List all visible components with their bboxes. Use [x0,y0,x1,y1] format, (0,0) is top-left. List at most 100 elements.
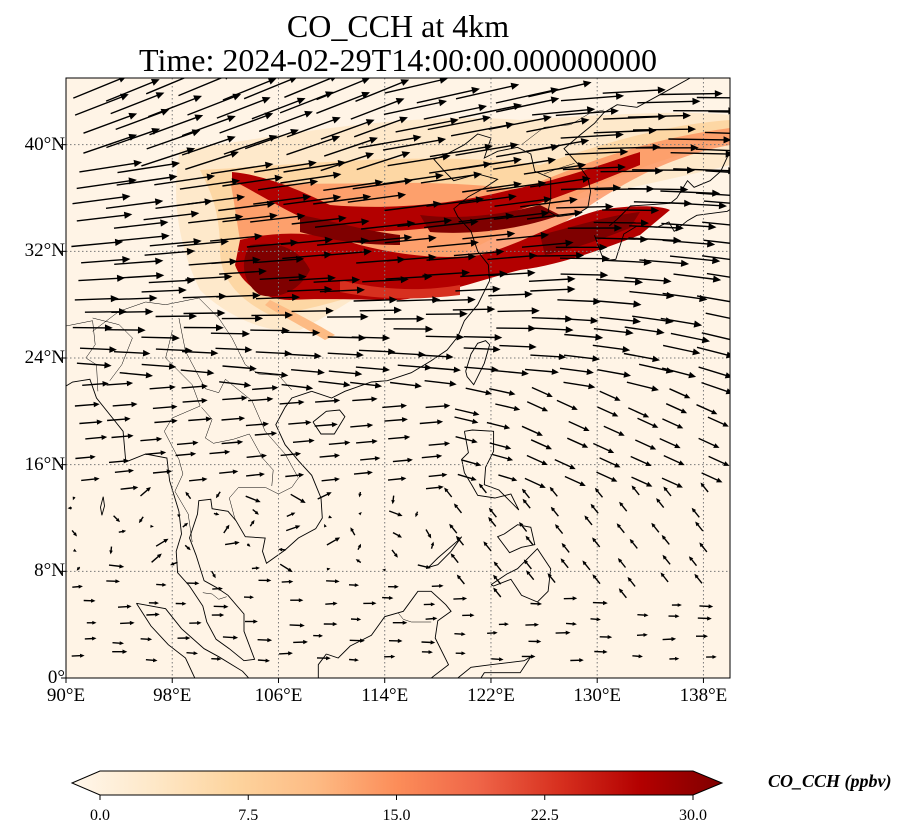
wind-arrow [314,422,338,428]
wind-arrow [144,248,196,256]
wind-arrow [185,151,239,170]
wind-arrow [111,433,134,439]
wind-arrow [455,82,520,100]
wind-arrow [106,380,134,387]
wind-arrow [215,346,253,353]
wind-arrow [319,453,340,459]
wind-arrow [524,477,546,488]
wind-arrow [221,314,264,322]
wind-arrow [73,78,126,99]
wind-arrow [559,367,594,375]
wind-arrow [71,653,85,658]
wind-arrow [175,451,197,457]
wind-arrow [705,170,730,173]
wind-arrow [700,482,709,493]
wind-arrow [246,543,251,547]
wind-arrow [455,535,465,546]
wind-arrow [83,112,138,134]
wind-arrow [222,174,283,187]
wind-arrow [706,655,717,659]
wind-arrow [154,418,178,424]
wind-arrow [533,326,574,334]
wind-arrow [628,407,650,418]
wind-arrow [325,601,338,606]
wind-arrow [215,491,221,499]
wind-arrow [492,453,514,462]
wind-arrow [416,86,480,104]
wind-arrow [691,507,700,518]
wind-arrow [533,251,585,260]
wind-arrow [696,96,730,99]
wind-arrow [219,268,267,276]
wind-arrow [594,487,604,498]
map-title: CO_CCH at 4km [286,8,510,44]
wind-arrow [688,556,698,567]
wind-arrow [117,232,170,242]
wind-arrow [702,221,730,226]
wind-arrow [86,620,97,625]
wind-arrow [521,425,543,436]
wind-arrow [584,515,593,526]
wind-arrow [393,325,434,333]
lat-tick-label: 8°N [34,560,65,582]
wind-arrow [599,316,641,325]
wind-arrow [280,451,302,457]
wind-arrow [387,476,407,482]
wind-arrow [663,486,672,497]
wind-arrow [668,202,727,210]
wind-arrow [496,324,537,332]
wind-arrow [110,92,165,115]
coastline [608,136,730,227]
wind-arrow [562,163,626,171]
wind-arrow [392,457,413,463]
wind-arrow [488,507,497,518]
wind-arrow [316,91,370,114]
wind-arrow [396,296,441,304]
wind-arrow [140,436,163,442]
wind-arrow [120,485,139,491]
wind-arrow [637,417,659,428]
wind-arrow [420,171,482,184]
wind-arrow [313,276,361,284]
wind-arrow [600,167,664,175]
wind-arrow [597,406,619,417]
wind-arrow [382,596,394,600]
wind-arrow [662,344,701,356]
wind-arrow [697,616,712,621]
wind-arrow [388,638,403,643]
wind-arrow [668,614,680,619]
wind-arrow [72,496,76,501]
wind-arrow [152,469,173,474]
wind-arrow [350,98,405,120]
wind-arrow [156,582,167,587]
wind-arrow [428,472,448,478]
coastline [496,524,536,554]
wind-arrow [180,369,215,376]
wind-arrow [149,384,176,391]
wind-arrow [499,343,537,351]
wind-arrow [149,114,204,136]
wind-arrow [453,248,505,257]
wind-arrow [555,524,564,535]
wind-arrow [106,326,146,334]
wind-arrow [526,117,590,133]
wind-arrow [155,538,169,547]
wind-arrow [523,162,587,175]
wind-arrow [695,192,730,196]
wind-arrow [81,476,100,482]
wind-arrow [631,476,653,487]
wind-arrow [111,308,154,316]
wind-arrow [661,534,670,545]
wind-arrow [450,553,459,564]
wind-arrow [430,541,435,549]
colorbar-tick-label: 0.0 [90,807,110,824]
wind-arrow [528,275,576,283]
wind-arrow [286,135,341,156]
wind-arrow [383,315,425,323]
wind-arrow [116,173,178,186]
wind-vectors [67,78,730,663]
wind-arrow [289,623,305,628]
wind-arrow [629,224,684,232]
wind-arrow [526,401,549,412]
